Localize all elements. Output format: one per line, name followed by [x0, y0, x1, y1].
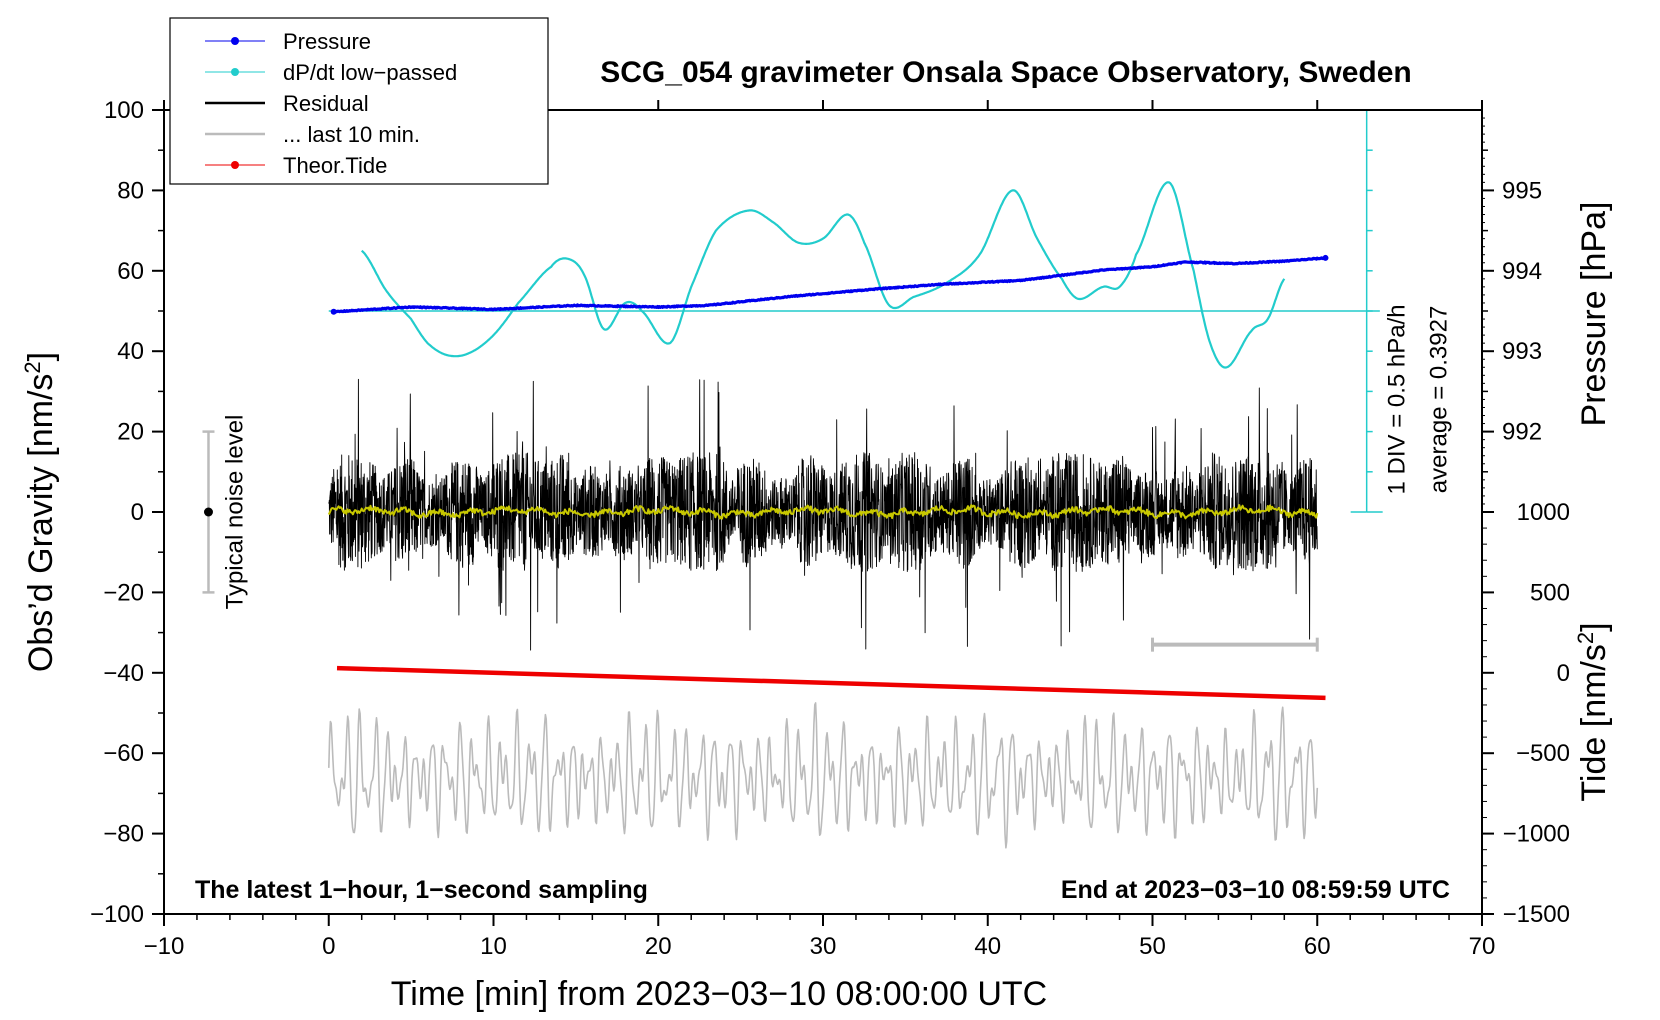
series-last-10-min	[328, 702, 1319, 849]
last-10-min-bar	[1151, 637, 1319, 652]
pressure-tick-label: 995	[1502, 177, 1542, 204]
series-theor-tide	[336, 665, 1326, 701]
pressure-end-point	[1322, 254, 1329, 261]
tide-axis-title-sup: 2	[1573, 632, 1598, 644]
tide-tick-label: −500	[1516, 740, 1570, 767]
x-tick-label: 70	[1469, 933, 1496, 960]
pressure-line	[332, 256, 1327, 314]
filtered-residual-line	[327, 504, 1319, 520]
tide-tick-label: 0	[1557, 660, 1570, 687]
y-tick-label: 40	[117, 338, 144, 365]
pressure-axis-title: Pressure [hPa]	[1575, 202, 1613, 427]
series-residual	[328, 378, 1318, 651]
pressure-tick-label: 992	[1502, 419, 1542, 446]
residual-line	[328, 378, 1318, 651]
y-tick-label: −40	[103, 660, 144, 687]
tide-tick-label: 1000	[1517, 499, 1570, 526]
noise-bar-label: Typical noise level	[221, 415, 248, 610]
x-axis-title: Time [min] from 2023−03−10 08:00:00 UTC	[391, 975, 1047, 1013]
chart-title: SCG_054 gravimeter Onsala Space Observat…	[600, 56, 1412, 89]
tide-axis-title-text: Tide [nm/s	[1575, 644, 1613, 801]
x-axis-ticks: −10 0 10 20 30 40 50 60 70	[144, 100, 1496, 960]
typical-noise-bar: Typical noise level	[202, 415, 248, 610]
last-10-min-line	[328, 702, 1319, 849]
theor-tide-line	[336, 665, 1326, 701]
x-tick-label: 50	[1139, 933, 1166, 960]
left-axis-title: Obs’d Gravity [nm/s2]	[20, 352, 60, 672]
y-tick-label: 20	[117, 419, 144, 446]
y-axis-ticks: 100 80 60 40 20 0 −20 −40 −60 −80 −100	[90, 97, 164, 928]
x-tick-label: 60	[1304, 933, 1331, 960]
x-tick-label: −10	[144, 933, 185, 960]
y-tick-label: −60	[103, 740, 144, 767]
dpdt-scale-label-div: 1 DIV = 0.5 hPa/h	[1384, 304, 1411, 494]
y-tick-label: −20	[103, 579, 144, 606]
tide-tick-label: −1000	[1503, 821, 1570, 848]
pressure-start-point	[330, 308, 337, 315]
legend-label: Residual	[283, 91, 369, 116]
series-filtered-residual	[327, 504, 1319, 520]
y-tick-label: 60	[117, 258, 144, 285]
tide-tick-label: 500	[1530, 579, 1570, 606]
y-tick-label: 80	[117, 177, 144, 204]
pressure-tick-label: 993	[1502, 338, 1542, 365]
left-axis-title-sup: 2	[20, 361, 45, 373]
legend-swatch-marker	[231, 161, 239, 169]
tide-axis-ticks: 1000 500 0 −500 −1000 −1500	[1482, 499, 1570, 928]
x-tick-label: 40	[974, 933, 1001, 960]
noise-bar-center-dot	[203, 507, 213, 517]
series-pressure	[330, 254, 1329, 315]
legend-label: dP/dt low−passed	[283, 60, 457, 85]
x-tick-label: 0	[322, 933, 335, 960]
y-tick-label: 0	[131, 499, 144, 526]
x-tick-label: 20	[645, 933, 672, 960]
y-tick-label: 100	[104, 97, 144, 124]
legend-label: ... last 10 min.	[283, 122, 420, 147]
left-axis-title-text: Obs’d Gravity [nm/s	[22, 374, 60, 673]
legend-box	[169, 17, 549, 185]
tide-axis-title-close: ]	[1575, 622, 1613, 631]
y-tick-label: −100	[90, 901, 144, 928]
legend-label: Theor.Tide	[283, 153, 387, 178]
legend-label: Pressure	[283, 29, 371, 54]
x-tick-label: 10	[480, 933, 507, 960]
legend-swatch-marker	[231, 68, 239, 76]
pressure-tick-label: 994	[1502, 258, 1542, 285]
x-tick-label: 30	[810, 933, 837, 960]
tide-tick-label: −1500	[1503, 901, 1570, 928]
legend-swatch-marker	[231, 37, 239, 45]
right-caption: End at 2023−03−10 08:59:59 UTC	[1061, 876, 1450, 904]
left-axis-title-close: ]	[22, 352, 60, 361]
left-caption: The latest 1−hour, 1−second sampling	[195, 876, 648, 904]
tide-axis-title: Tide [nm/s2]	[1573, 622, 1613, 801]
dpdt-scale-label-average: average = 0.3927	[1426, 306, 1453, 494]
y-tick-label: −80	[103, 821, 144, 848]
dpdt-scale-bar: 1 DIV = 0.5 hPa/h average = 0.3927	[1350, 109, 1453, 513]
legend: Pressure dP/dt low−passed Residual ... last…	[169, 17, 549, 185]
pressure-axis-ticks: 995 994 993 992	[1482, 117, 1542, 505]
